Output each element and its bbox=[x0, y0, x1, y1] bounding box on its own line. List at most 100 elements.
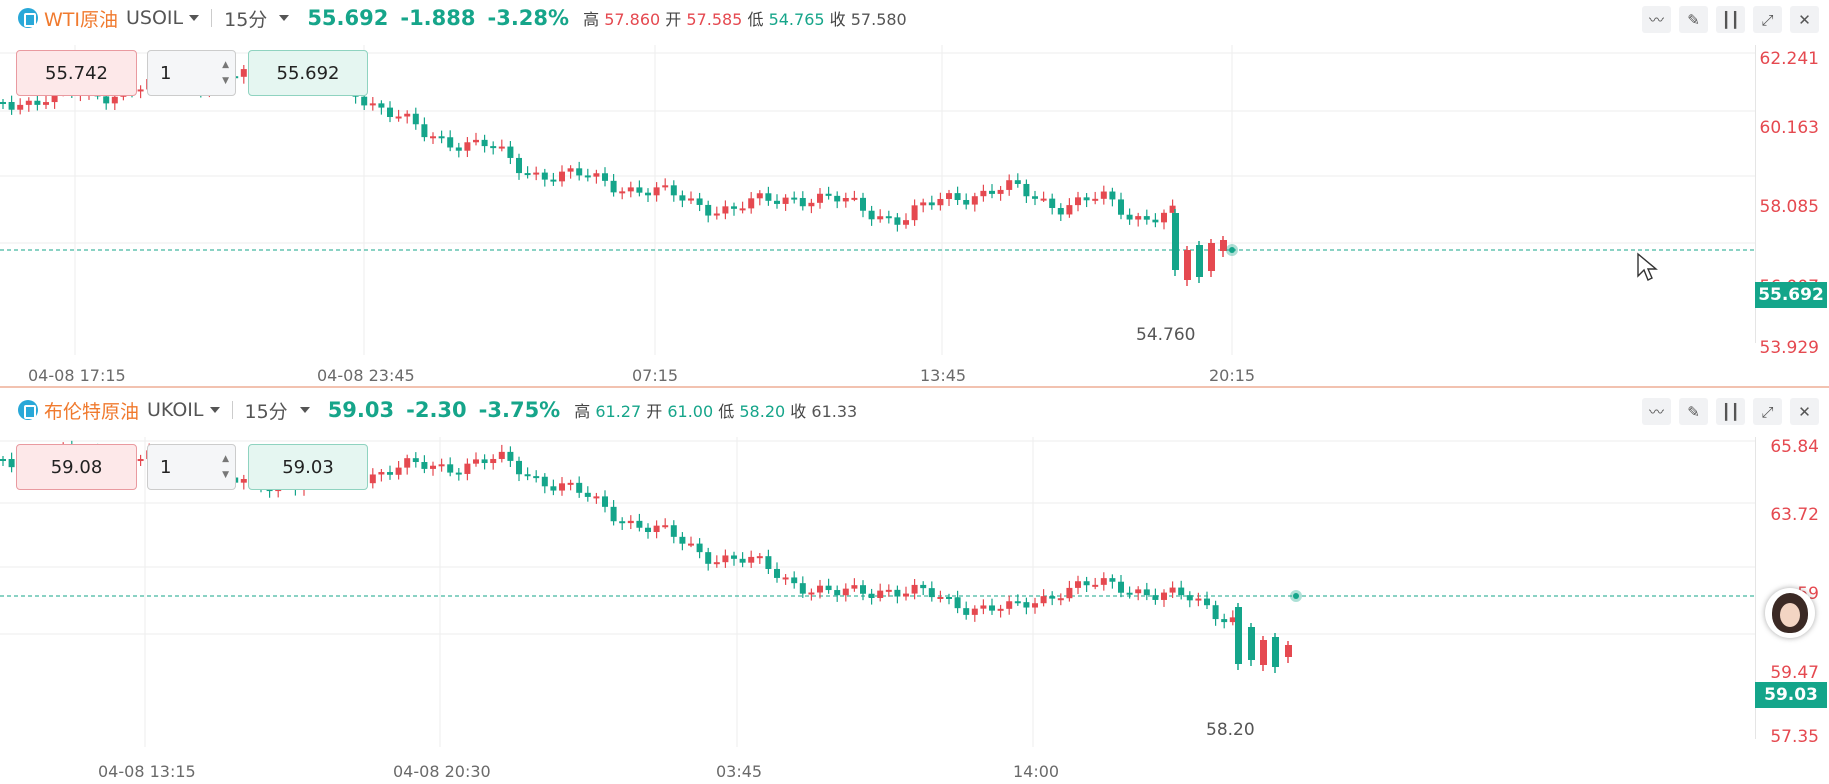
candle-body bbox=[1169, 205, 1176, 213]
close-icon[interactable]: ✕ bbox=[1790, 398, 1819, 425]
candle-body bbox=[756, 193, 763, 199]
candle-body bbox=[946, 193, 952, 199]
candle-body bbox=[911, 205, 918, 221]
candle-body bbox=[963, 608, 970, 615]
candle-body bbox=[1066, 587, 1073, 599]
candle-body bbox=[1109, 578, 1116, 582]
symbol-name[interactable]: 布伦特原油 bbox=[44, 400, 140, 423]
candle-body bbox=[507, 146, 514, 158]
chevron-down-icon[interactable] bbox=[279, 15, 290, 21]
expand-icon[interactable]: ⤢ bbox=[1753, 398, 1782, 425]
mouse-cursor-icon bbox=[1637, 252, 1658, 281]
candle-body bbox=[1057, 207, 1064, 215]
candle-body bbox=[430, 136, 436, 139]
price-axis[interactable]: 62.241 60.163 58.085 56.007 53.929 bbox=[1755, 45, 1829, 358]
candle-body bbox=[1208, 243, 1215, 271]
assistant-avatar[interactable] bbox=[1765, 588, 1815, 638]
candle-body bbox=[1118, 581, 1124, 593]
indicator-icon[interactable]: 〰 bbox=[1642, 398, 1671, 425]
chevron-down-icon[interactable] bbox=[189, 15, 200, 21]
candle-body bbox=[490, 146, 497, 149]
chart-panel-wti: WTI原油 USOIL 15分 55.692 -1.888 -3.28% 高 5… bbox=[0, 0, 1829, 388]
candle-body bbox=[524, 474, 531, 477]
buy-button[interactable]: 59.03 bbox=[248, 444, 368, 490]
candle-body bbox=[1092, 584, 1099, 587]
candle-body bbox=[739, 208, 746, 211]
live-dot bbox=[1229, 247, 1235, 253]
candle-body bbox=[490, 458, 497, 464]
candle-body bbox=[1186, 595, 1193, 601]
candle-body bbox=[997, 189, 1004, 194]
candle-body bbox=[438, 136, 445, 139]
spinner-arrows-icon[interactable]: ▲ ▼ bbox=[222, 60, 229, 86]
price-axis[interactable]: 65.84 63.72 59 59.47 57.35 bbox=[1755, 437, 1829, 747]
candle-body bbox=[1014, 180, 1021, 184]
candle-body bbox=[387, 472, 393, 475]
candle-body bbox=[1092, 198, 1099, 201]
current-price-tag: 59.03 bbox=[1755, 682, 1827, 708]
candle-body bbox=[1023, 183, 1030, 197]
candle-body bbox=[602, 173, 608, 181]
candle-body bbox=[412, 458, 419, 463]
candle-body bbox=[1066, 205, 1073, 215]
candle-body bbox=[903, 593, 909, 597]
expand-icon[interactable]: ⤢ bbox=[1753, 6, 1782, 33]
candle-body bbox=[17, 104, 24, 110]
candle-body bbox=[903, 220, 909, 225]
candle-body bbox=[705, 204, 712, 216]
spinner-arrows-icon[interactable]: ▲ ▼ bbox=[222, 454, 229, 480]
quantity-value: 1 bbox=[160, 62, 172, 84]
candle-body bbox=[1229, 617, 1236, 623]
chevron-down-icon[interactable] bbox=[209, 407, 220, 413]
y-tick: 62.241 bbox=[1759, 49, 1819, 69]
y-tick: 63.72 bbox=[1770, 505, 1819, 525]
candle-body bbox=[670, 525, 677, 537]
candle-body bbox=[103, 96, 110, 104]
candle-body bbox=[507, 451, 514, 461]
candle-body bbox=[567, 168, 574, 172]
candle-body bbox=[473, 459, 479, 464]
indicator-icon[interactable]: 〰 bbox=[1642, 6, 1671, 33]
candle-body bbox=[378, 103, 385, 108]
symbol-code[interactable]: USOIL bbox=[126, 7, 184, 29]
candle-body bbox=[1126, 214, 1133, 220]
candle-body bbox=[842, 588, 849, 596]
symbol-code[interactable]: UKOIL bbox=[147, 399, 204, 421]
buy-button[interactable]: 55.692 bbox=[248, 50, 368, 96]
x-tick: 13:45 bbox=[920, 366, 967, 385]
draw-pen-icon[interactable]: ✎ bbox=[1679, 6, 1708, 33]
candle-body bbox=[954, 193, 961, 200]
chevron-down-icon[interactable] bbox=[299, 407, 310, 413]
period-selector[interactable]: 15分 bbox=[244, 400, 288, 423]
candle-body bbox=[1248, 627, 1255, 660]
sell-button[interactable]: 59.08 bbox=[16, 444, 137, 490]
quantity-stepper[interactable]: 1 ▲ ▼ bbox=[147, 50, 236, 96]
candle-body bbox=[765, 556, 772, 569]
symbol-name[interactable]: WTI原油 bbox=[44, 8, 118, 31]
draw-pen-icon[interactable]: ✎ bbox=[1679, 398, 1708, 425]
candle-body bbox=[473, 139, 479, 143]
candle-type-icon[interactable]: ┃┃ bbox=[1716, 398, 1745, 425]
last-price: 55.692 bbox=[307, 6, 389, 30]
symbol-logo-icon bbox=[18, 400, 38, 420]
candle-body bbox=[481, 459, 488, 464]
x-tick: 07:15 bbox=[632, 366, 679, 385]
candle-body bbox=[421, 462, 428, 469]
period-selector[interactable]: 15分 bbox=[224, 8, 268, 31]
candle-body bbox=[0, 102, 6, 104]
close-icon[interactable]: ✕ bbox=[1790, 6, 1819, 33]
quantity-stepper[interactable]: 1 ▲ ▼ bbox=[147, 444, 236, 490]
candle-body bbox=[8, 102, 15, 110]
candle-body bbox=[619, 191, 626, 194]
candle-body bbox=[1143, 216, 1150, 220]
candle-body bbox=[885, 589, 892, 592]
price-change-pct: -3.75% bbox=[478, 398, 561, 422]
candle-body bbox=[799, 583, 806, 594]
candle-body bbox=[1212, 605, 1219, 620]
candle-body bbox=[980, 605, 987, 609]
chart-panel-brent: 布伦特原油 UKOIL 15分 59.03 -2.30 -3.75% 高 61.… bbox=[0, 392, 1829, 784]
candle-type-icon[interactable]: ┃┃ bbox=[1716, 6, 1745, 33]
candle-body bbox=[593, 496, 600, 499]
sell-button[interactable]: 55.742 bbox=[16, 50, 137, 96]
candle-body bbox=[911, 584, 918, 594]
